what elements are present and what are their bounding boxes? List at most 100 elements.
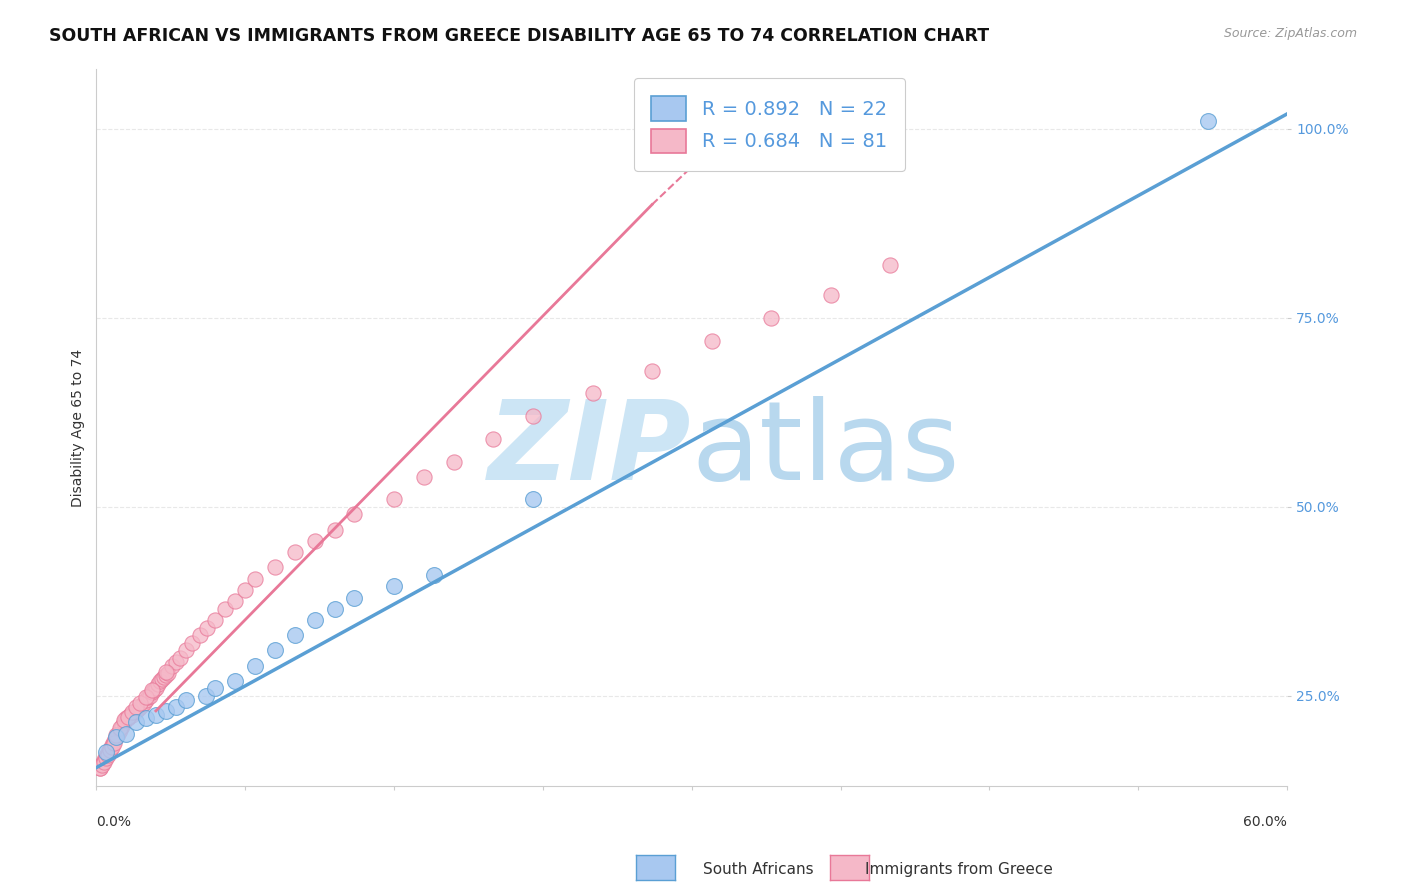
Legend: R = 0.892   N = 22, R = 0.684   N = 81: R = 0.892 N = 22, R = 0.684 N = 81 [634, 78, 904, 171]
Point [135, 690, 157, 705]
Point [243, 572, 266, 586]
Point [284, 628, 307, 642]
Point [422, 567, 444, 582]
Point [197, 621, 219, 635]
Point [107, 726, 129, 740]
Point [264, 643, 287, 657]
Point [820, 288, 842, 302]
Point [145, 681, 167, 696]
Point [160, 658, 183, 673]
Point [125, 704, 148, 718]
Point [89, 761, 111, 775]
Point [169, 651, 191, 665]
Point [165, 700, 187, 714]
Point [120, 707, 142, 722]
Point [482, 432, 505, 446]
Point [115, 726, 138, 740]
Point [150, 672, 173, 686]
Point [522, 409, 544, 424]
Point [108, 721, 131, 735]
Point [284, 545, 307, 559]
Point [142, 682, 165, 697]
Point [304, 613, 326, 627]
Y-axis label: Disability Age 65 to 74: Disability Age 65 to 74 [72, 349, 86, 507]
Point [117, 710, 139, 724]
Text: Immigrants from Greece: Immigrants from Greece [865, 863, 1053, 877]
Point [89, 761, 111, 775]
Point [135, 711, 157, 725]
Point [93, 753, 115, 767]
Point [343, 508, 366, 522]
Point [141, 682, 163, 697]
Point [108, 723, 131, 737]
Point [139, 689, 162, 703]
Point [105, 728, 128, 742]
Point [105, 731, 128, 745]
Point [443, 454, 465, 468]
Point [180, 636, 202, 650]
Point [155, 667, 177, 681]
Point [129, 700, 152, 714]
Point [641, 364, 664, 378]
Point [97, 746, 120, 760]
Point [125, 700, 148, 714]
Point [101, 738, 124, 752]
Point [343, 591, 366, 605]
Text: ZIP: ZIP [488, 395, 692, 502]
Point [101, 740, 124, 755]
Point [121, 706, 143, 720]
Point [1197, 114, 1219, 128]
Point [759, 310, 782, 325]
Text: 60.0%: 60.0% [1243, 815, 1286, 830]
Text: 0.0%: 0.0% [97, 815, 131, 830]
Point [700, 334, 723, 348]
Point [214, 602, 236, 616]
Point [382, 579, 405, 593]
Point [97, 747, 120, 762]
Point [153, 670, 176, 684]
Point [188, 628, 211, 642]
Point [224, 673, 246, 688]
Point [204, 613, 226, 627]
Point [117, 711, 139, 725]
Point [103, 734, 125, 748]
Point [155, 704, 177, 718]
Point [233, 582, 256, 597]
Point [125, 715, 148, 730]
Point [115, 711, 138, 725]
Point [243, 658, 266, 673]
Point [304, 533, 326, 548]
Point [264, 560, 287, 574]
Point [91, 756, 114, 771]
Point [174, 692, 197, 706]
Point [93, 756, 115, 770]
Point [98, 743, 121, 757]
Point [194, 689, 217, 703]
Point [174, 643, 197, 657]
Point [149, 673, 172, 688]
Point [111, 719, 134, 733]
Point [224, 594, 246, 608]
Point [122, 706, 145, 720]
Point [96, 746, 118, 760]
Point [136, 690, 159, 705]
Point [156, 666, 179, 681]
Point [112, 713, 135, 727]
Point [323, 523, 346, 537]
Point [141, 685, 163, 699]
Point [121, 707, 143, 722]
Point [146, 677, 169, 691]
Point [165, 655, 187, 669]
Point [145, 707, 167, 722]
Text: SOUTH AFRICAN VS IMMIGRANTS FROM GREECE DISABILITY AGE 65 TO 74 CORRELATION CHAR: SOUTH AFRICAN VS IMMIGRANTS FROM GREECE … [49, 27, 990, 45]
Point [581, 386, 603, 401]
Point [129, 696, 152, 710]
Point [155, 665, 177, 679]
Text: Source: ZipAtlas.com: Source: ZipAtlas.com [1223, 27, 1357, 40]
Text: atlas: atlas [692, 395, 960, 502]
Point [103, 736, 125, 750]
Text: South Africans: South Africans [703, 863, 814, 877]
Point [132, 696, 155, 710]
Point [131, 698, 153, 712]
Point [112, 715, 135, 730]
